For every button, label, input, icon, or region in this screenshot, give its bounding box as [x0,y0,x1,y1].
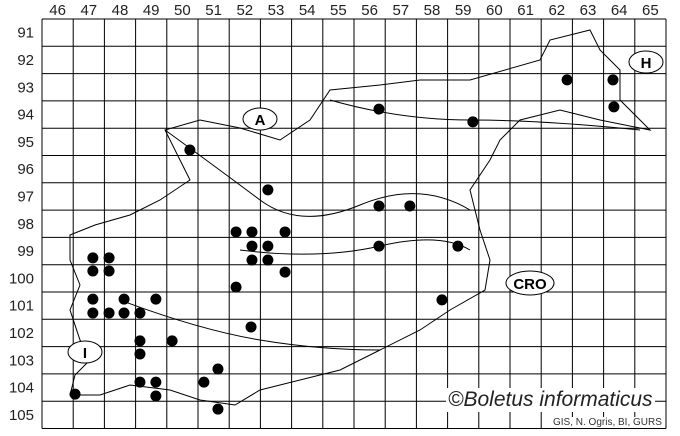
record-dot [246,226,258,238]
column-label: 51 [205,2,222,19]
record-dot [373,200,385,212]
record-dot [150,390,162,402]
record-dots [69,74,620,415]
column-label: 46 [49,2,66,19]
column-label: 50 [174,2,191,19]
record-dot [103,252,115,264]
country-label-italy: I [67,340,103,364]
row-label: 102 [9,325,34,342]
column-labels: 46 47 48 49 50 51 52 53 54 55 56 57 58 59 60 61 62 63 64 65 [49,2,658,19]
record-dot [118,307,130,319]
record-dot [262,240,274,252]
record-dot [134,348,146,360]
record-dot [87,307,99,319]
record-dot [69,388,81,400]
row-label: 92 [17,52,34,69]
row-label: 98 [17,216,34,233]
column-label: 55 [330,2,347,19]
row-label: 103 [9,352,34,369]
record-dot [230,226,242,238]
record-dot [436,294,448,306]
record-dot [246,240,258,252]
river [164,129,471,217]
record-dot [607,74,619,86]
country-borders [69,29,652,406]
row-label: 95 [17,134,34,151]
row-label: 101 [9,298,34,315]
record-dot [184,144,196,156]
record-dot [150,376,162,388]
row-label: 91 [17,25,34,42]
country-label-austria: A [242,107,278,131]
row-label: 97 [17,188,34,205]
svg-text:CRO: CRO [513,276,547,293]
record-dot [118,293,130,305]
country-label-croatia: CRO [505,270,555,296]
record-dot [452,240,464,252]
row-label: 99 [17,243,34,260]
row-label: 96 [17,161,34,178]
record-dot [608,101,620,113]
column-label: 65 [642,2,659,19]
row-label: 100 [9,270,34,287]
column-label: 53 [268,2,285,19]
record-dot [373,103,385,115]
row-label: 94 [17,107,34,124]
record-dot [166,335,178,347]
record-dot [561,74,573,86]
column-label: 63 [580,2,597,19]
column-label: 57 [392,2,409,19]
column-label: 56 [361,2,378,19]
record-dot [212,403,224,415]
copyright-text: ©Boletus informaticus [446,388,655,412]
row-label: 105 [9,407,34,424]
country-label-hungary: H [628,50,664,74]
column-label: 59 [455,2,472,19]
column-label: 48 [112,2,129,19]
record-dot [373,240,385,252]
record-dot [87,265,99,277]
column-label: 61 [517,2,534,19]
svg-text:I: I [83,345,87,362]
record-dot [279,266,291,278]
svg-text:A: A [255,112,266,129]
record-dot [262,184,274,196]
river [239,239,471,255]
record-dot [103,265,115,277]
row-label: 104 [9,380,34,397]
river [119,299,381,351]
record-dot [87,293,99,305]
column-label: 47 [80,2,97,19]
record-dot [467,116,479,128]
column-label: 58 [424,2,441,19]
record-dot [404,200,416,212]
svg-text:H: H [641,55,652,72]
source-credit: GIS, N. Ogris, BI, GURS [553,417,662,428]
record-dot [134,335,146,347]
record-dot [279,226,291,238]
record-dot [134,307,146,319]
record-dot [230,281,242,293]
row-labels: 91 92 93 94 95 96 97 98 99 100 101 102 103 104 105 [9,25,34,424]
record-dot [245,321,257,333]
column-label: 54 [299,2,316,19]
record-dot [87,252,99,264]
record-dot [262,254,274,266]
column-label: 49 [143,2,160,19]
slovenia-border [69,29,652,406]
column-label: 60 [486,2,503,19]
record-dot [246,254,258,266]
record-dot [150,293,162,305]
column-label: 62 [548,2,565,19]
column-label: 64 [611,2,628,19]
record-dot [212,363,224,375]
row-label: 93 [17,79,34,96]
record-dot [198,376,210,388]
record-dot [103,307,115,319]
record-dot [134,376,146,388]
column-label: 52 [236,2,253,19]
